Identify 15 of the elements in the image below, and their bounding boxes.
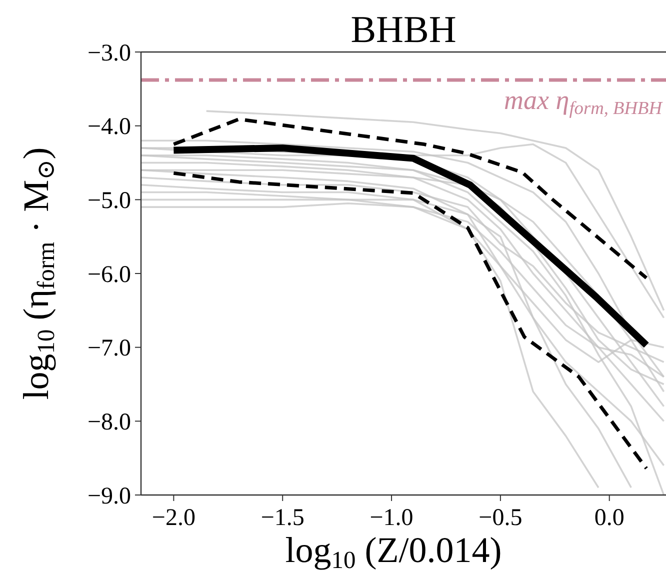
- ref-line-label: max η$_{form, BHBH}$: [504, 85, 664, 118]
- y-tick-label: −3.0: [87, 40, 131, 66]
- y-tick-label: −5.0: [87, 188, 131, 214]
- y-tick-label: −7.0: [87, 336, 131, 362]
- x-tick-label: −1.5: [260, 505, 304, 531]
- y-tick-label: −6.0: [87, 262, 131, 288]
- x-tick-label: −2.0: [152, 505, 196, 531]
- y-tick-label: −8.0: [87, 410, 131, 436]
- y-tick-label: −9.0: [87, 483, 131, 510]
- x-tick-label: 0.0: [594, 505, 624, 531]
- x-tick-label: −1.0: [370, 505, 414, 531]
- x-axis-title: log$_{10}$ (Z/0.014): [285, 530, 502, 573]
- chart-title: BHBH: [350, 9, 456, 51]
- y-tick-label: −4.0: [87, 114, 131, 140]
- x-tick-label: −0.5: [478, 505, 522, 531]
